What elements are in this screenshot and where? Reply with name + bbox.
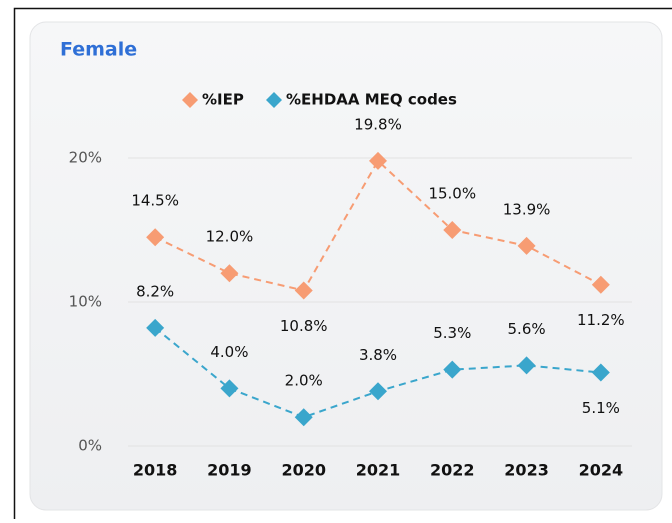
data-label: 4.0% — [210, 343, 248, 361]
data-label: 15.0% — [428, 185, 476, 203]
data-label: 12.0% — [206, 228, 254, 246]
legend-label: %IEP — [202, 91, 244, 109]
data-label: 2.0% — [285, 372, 323, 390]
x-tick-label: 2024 — [579, 461, 624, 480]
data-label: 10.8% — [280, 317, 328, 335]
x-tick-label: 2021 — [356, 461, 401, 480]
data-label: 11.2% — [577, 311, 625, 329]
y-tick-label: 0% — [78, 437, 102, 455]
data-label: 14.5% — [131, 192, 179, 210]
data-label: 5.1% — [582, 399, 620, 417]
x-tick-label: 2019 — [207, 461, 252, 480]
x-tick-label: 2023 — [504, 461, 549, 480]
chart-title: Female — [60, 39, 137, 61]
x-tick-label: 2018 — [133, 461, 178, 480]
y-tick-label: 20% — [69, 149, 102, 167]
data-label: 13.9% — [503, 200, 551, 218]
legend-label: %EHDAA MEQ codes — [286, 91, 457, 109]
x-tick-label: 2020 — [281, 461, 326, 480]
data-label: 8.2% — [136, 282, 174, 300]
data-label: 19.8% — [354, 115, 402, 133]
data-label: 5.6% — [508, 320, 546, 338]
data-label: 3.8% — [359, 346, 397, 364]
y-tick-label: 10% — [69, 293, 102, 311]
x-tick-label: 2022 — [430, 461, 475, 480]
data-label: 5.3% — [433, 324, 471, 342]
